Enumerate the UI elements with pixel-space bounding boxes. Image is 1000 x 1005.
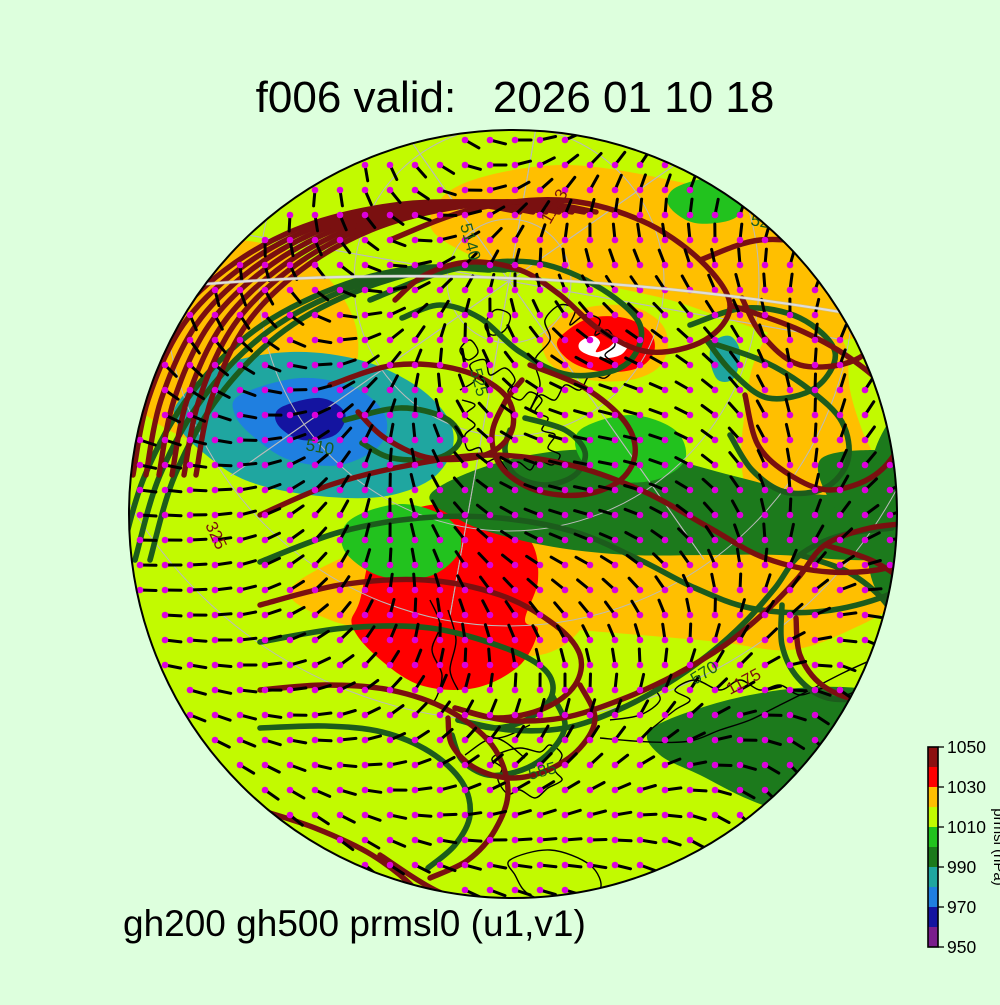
svg-text:950: 950 [947,937,976,957]
svg-text:1050: 1050 [947,737,986,757]
svg-text:990: 990 [947,857,976,877]
svg-text:f006 valid: 2026 01 10 18: f006 valid: 2026 01 10 18 [256,73,775,122]
svg-text:1030: 1030 [947,777,986,797]
svg-text:prmsl (hPa): prmsl (hPa) [990,808,1000,886]
svg-text:1010: 1010 [947,817,986,837]
svg-text:gh200 gh500 prmsl0 (u1,v1): gh200 gh500 prmsl0 (u1,v1) [123,903,586,944]
svg-text:970: 970 [947,897,976,917]
